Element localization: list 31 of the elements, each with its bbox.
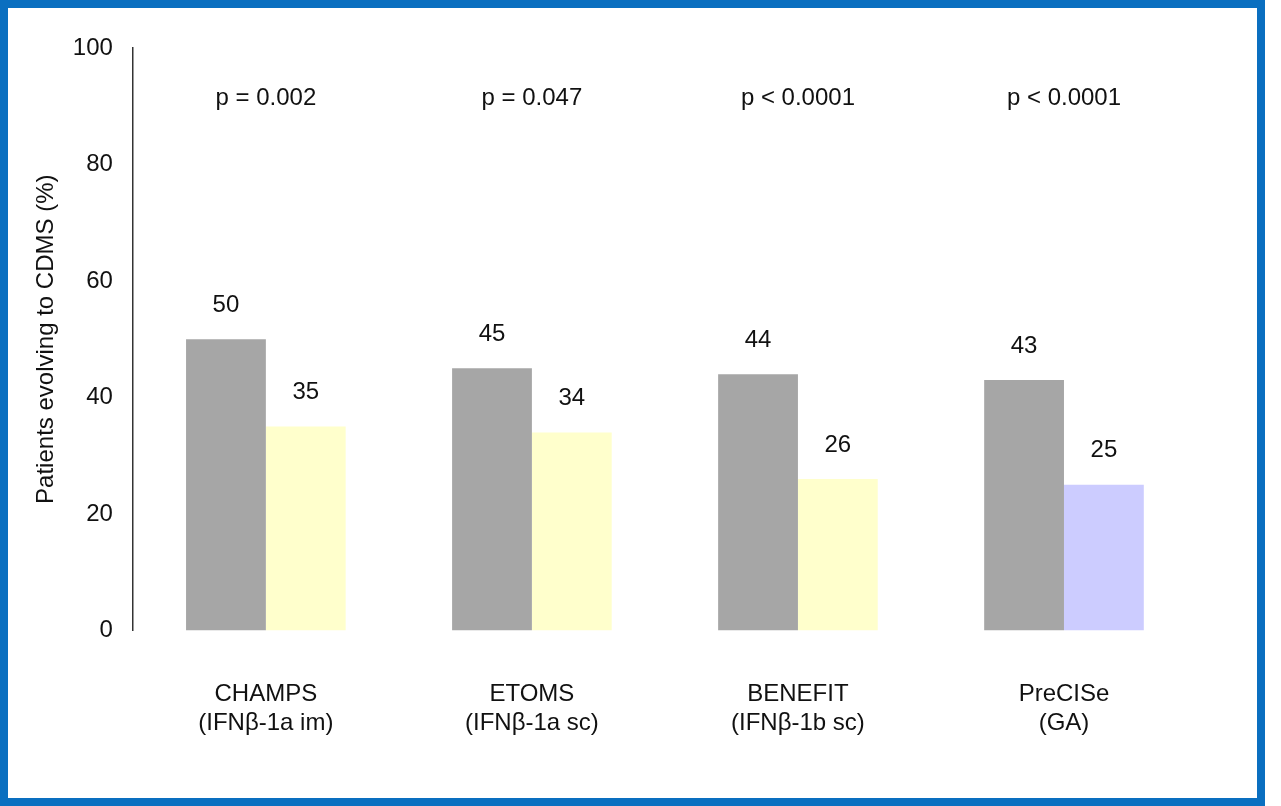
y-tick-label: 40 (86, 382, 113, 410)
data-label: 25 (1090, 435, 1118, 463)
bar (531, 432, 612, 631)
annotation: p = 0.047 (481, 82, 583, 110)
bar (186, 339, 266, 631)
bar (984, 379, 1064, 631)
y-tick-label: 100 (72, 32, 113, 60)
y-tick-label: 80 (86, 149, 113, 177)
data-label: 35 (292, 377, 320, 405)
data-label: 50 (212, 289, 240, 317)
bar (452, 368, 532, 631)
data-label: 45 (478, 318, 506, 346)
bar (797, 478, 878, 631)
y-tick-label: 0 (99, 615, 113, 643)
y-axis-title: Patients evolving to CDMS (%) (31, 174, 59, 504)
y-tick-label: 20 (86, 498, 113, 526)
annotation: p = 0.002 (215, 82, 317, 110)
annotation: p < 0.0001 (1006, 82, 1122, 110)
x-tick-label: PreCISe (GA) (1018, 679, 1110, 736)
x-tick-label: ETOMS (IFNβ-1a sc) (465, 679, 599, 736)
data-label: 43 (1010, 330, 1038, 358)
bar (1063, 484, 1144, 631)
x-tick-label: CHAMPS (IFNβ-1a im) (198, 679, 334, 736)
bar (265, 426, 346, 631)
y-tick-label: 60 (86, 265, 113, 293)
data-label: 34 (558, 383, 586, 411)
annotation: p < 0.0001 (740, 82, 855, 110)
data-label: 26 (824, 429, 852, 457)
x-tick-label: BENEFIT (IFNβ-1b sc) (731, 679, 865, 736)
data-label: 44 (744, 324, 772, 352)
bar (718, 374, 798, 631)
